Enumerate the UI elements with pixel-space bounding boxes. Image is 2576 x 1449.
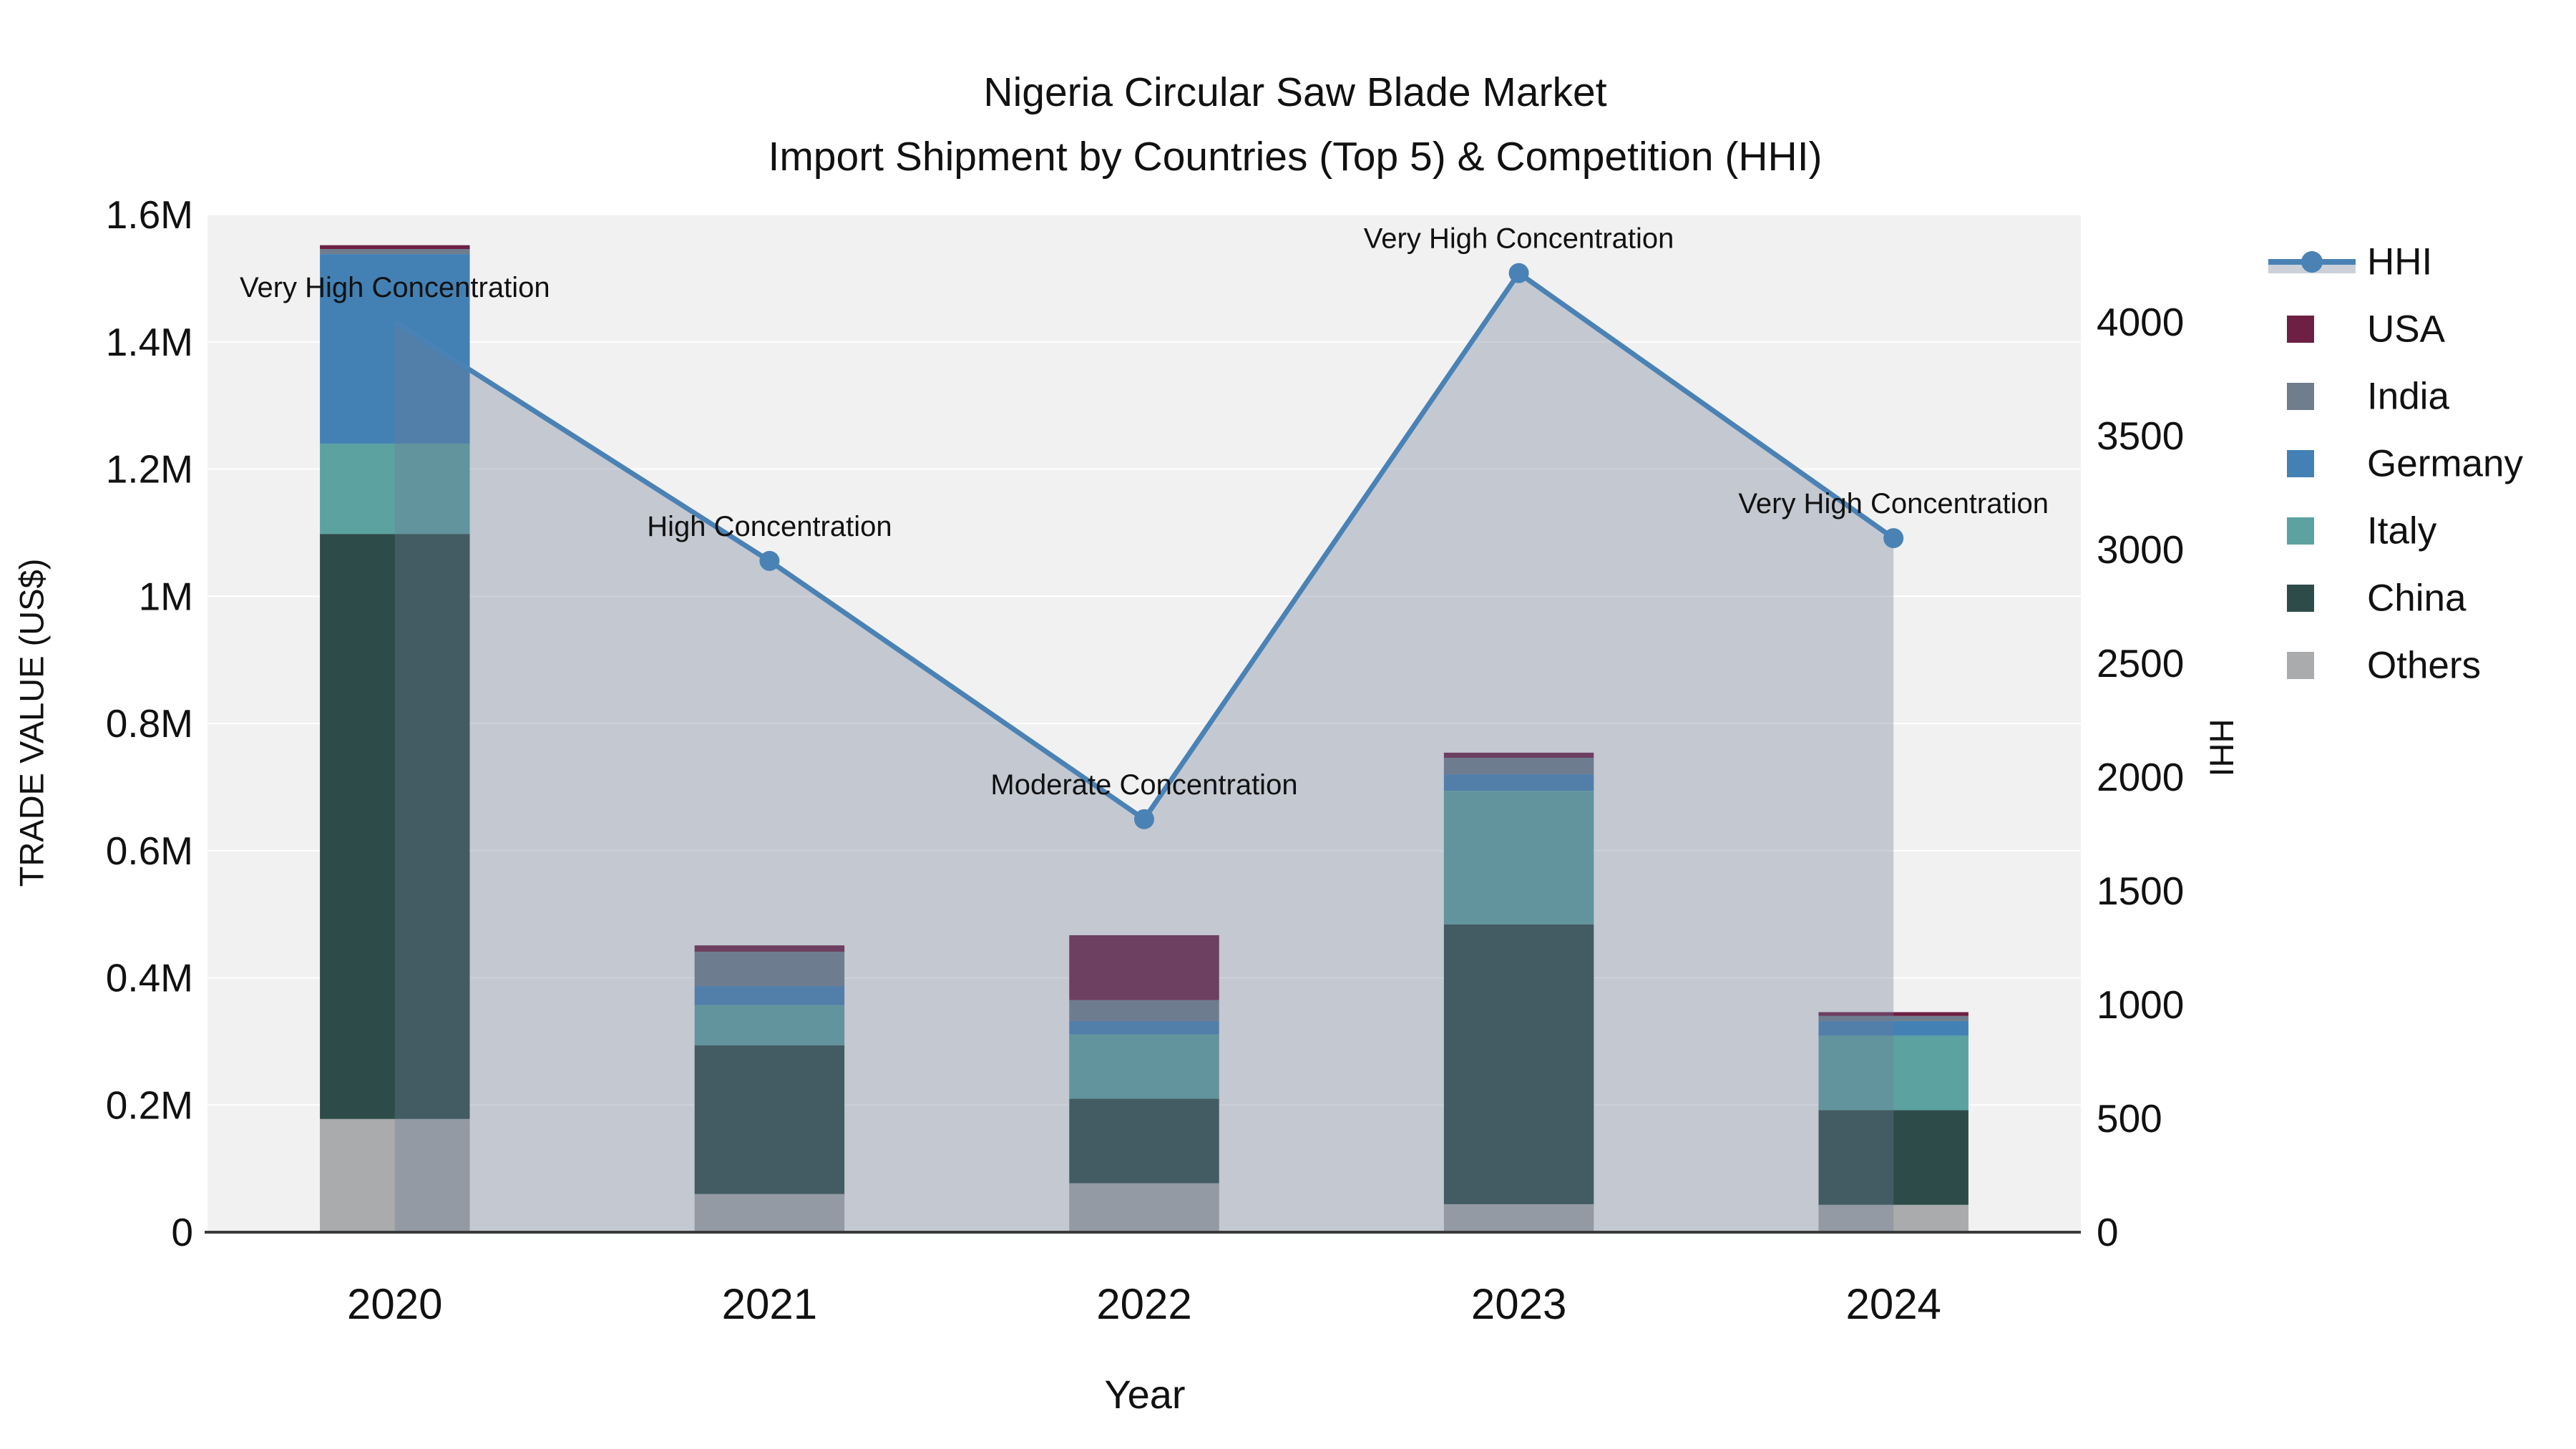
y-left-tick-label: 0.2M	[106, 1083, 193, 1127]
bar-segment-china-2020[interactable]	[320, 534, 470, 1119]
hhi-point-2022[interactable]	[1134, 809, 1154, 829]
y-right-tick-label: 3000	[2097, 527, 2184, 572]
chart-subtitle: Import Shipment by Countries (Top 5) & C…	[768, 134, 1823, 180]
legend-swatch-others	[2287, 652, 2314, 679]
legend-hhi-marker	[2301, 251, 2323, 273]
y-right-tick-label: 4000	[2097, 300, 2184, 344]
bar-segment-germany-2023[interactable]	[1443, 774, 1594, 791]
y-right-tick-label: 0	[2097, 1210, 2119, 1254]
bar-segment-italy-2020[interactable]	[320, 443, 470, 535]
legend-swatch-usa	[2287, 316, 2314, 343]
bar-segment-germany-2024[interactable]	[1818, 1020, 1968, 1036]
bar-segment-india-2022[interactable]	[1069, 1000, 1219, 1021]
bar-segment-india-2021[interactable]	[694, 952, 845, 987]
annotation-2022: Moderate Concentration	[990, 769, 1297, 801]
legend-label-germany: Germany	[2367, 443, 2523, 485]
annotation-2021: High Concentration	[647, 511, 892, 542]
legend-item-usa[interactable]: USA	[2287, 308, 2446, 351]
bar-segment-china-2021[interactable]	[694, 1045, 845, 1194]
bar-segment-india-2023[interactable]	[1443, 757, 1594, 775]
bar-segment-others-2023[interactable]	[1443, 1204, 1594, 1232]
bar-segment-germany-2020[interactable]	[320, 254, 470, 444]
legend-label-usa: USA	[2367, 308, 2446, 351]
legend-swatch-india	[2287, 383, 2314, 410]
legend-label-india: India	[2367, 376, 2449, 418]
bar-segment-china-2024[interactable]	[1818, 1110, 1968, 1205]
y-right-tick-label: 2500	[2097, 641, 2184, 686]
bar-segment-india-2024[interactable]	[1818, 1015, 1968, 1021]
legend-label-hhi: HHI	[2367, 241, 2432, 283]
y-left-tick-label: 1.4M	[106, 320, 193, 364]
y-left-tick-label: 0.8M	[106, 701, 193, 746]
bar-segment-others-2020[interactable]	[320, 1118, 470, 1232]
bar-segment-china-2023[interactable]	[1443, 924, 1594, 1204]
bar-segment-usa-2020[interactable]	[320, 245, 470, 249]
chart-title: Nigeria Circular Saw Blade Market	[983, 69, 1607, 115]
bar-segment-germany-2022[interactable]	[1069, 1020, 1219, 1035]
hhi-area-fill	[394, 273, 1894, 1232]
legend-item-germany[interactable]: Germany	[2287, 443, 2523, 485]
bar-segment-others-2021[interactable]	[694, 1194, 845, 1232]
y-left-tick-label: 0.4M	[106, 956, 193, 1000]
x-tick-label-2020: 2020	[347, 1280, 442, 1328]
legend-swatch-germany	[2287, 450, 2314, 477]
y-right-tick-label: 1500	[2097, 869, 2184, 913]
bar-segment-italy-2024[interactable]	[1818, 1035, 1968, 1111]
x-tick-label-2024: 2024	[1845, 1280, 1941, 1328]
x-tick-label-2021: 2021	[722, 1280, 817, 1328]
y-right-tick-label: 1000	[2097, 982, 2184, 1027]
legend-item-italy[interactable]: Italy	[2287, 510, 2437, 552]
legend-swatch-china	[2287, 585, 2314, 612]
y-left-tick-label: 0.6M	[106, 829, 193, 873]
bar-segment-usa-2024[interactable]	[1818, 1012, 1968, 1016]
y-right-tick-label: 3500	[2097, 414, 2184, 458]
bar-segment-others-2024[interactable]	[1818, 1204, 1968, 1232]
y-left-tick-label: 1.2M	[106, 447, 193, 492]
y-right-axis-title: HHI	[2202, 718, 2241, 777]
bar-segment-china-2022[interactable]	[1069, 1098, 1219, 1184]
legend-item-china[interactable]: China	[2287, 577, 2467, 620]
legend-swatch-italy	[2287, 517, 2314, 545]
y-left-tick-label: 1.6M	[106, 192, 193, 237]
y-left-tick-label: 1M	[139, 574, 193, 618]
hhi-point-2021[interactable]	[759, 550, 780, 571]
legend-item-hhi[interactable]: HHI	[2268, 241, 2432, 283]
bar-segment-italy-2022[interactable]	[1069, 1034, 1219, 1099]
bar-segment-germany-2021[interactable]	[694, 986, 845, 1005]
hhi-point-2023[interactable]	[1508, 263, 1529, 283]
bar-segment-others-2022[interactable]	[1069, 1183, 1219, 1232]
annotation-2024: Very High Concentration	[1738, 488, 2049, 519]
y-left-axis-title: TRADE VALUE (US$)	[12, 558, 51, 887]
hhi-point-2024[interactable]	[1883, 528, 1904, 549]
legend-label-china: China	[2367, 577, 2467, 620]
y-right-tick-label: 2000	[2097, 755, 2184, 799]
x-tick-label-2022: 2022	[1096, 1280, 1191, 1328]
bar-segment-italy-2023[interactable]	[1443, 791, 1594, 924]
x-tick-label-2023: 2023	[1471, 1280, 1566, 1328]
bar-segment-usa-2023[interactable]	[1443, 752, 1594, 758]
legend-item-others[interactable]: Others	[2287, 645, 2481, 687]
legend-label-italy: Italy	[2367, 510, 2437, 552]
annotation-2023: Very High Concentration	[1364, 223, 1674, 255]
y-left-tick-label: 0	[171, 1210, 193, 1254]
legend-item-india[interactable]: India	[2287, 376, 2449, 418]
x-axis-title: Year	[1104, 1372, 1186, 1417]
bar-segment-india-2020[interactable]	[320, 248, 470, 255]
bar-segment-usa-2021[interactable]	[694, 945, 845, 952]
bar-segment-usa-2022[interactable]	[1069, 935, 1219, 1000]
y-right-tick-label: 500	[2097, 1096, 2162, 1141]
bar-segment-italy-2021[interactable]	[694, 1005, 845, 1045]
legend-label-others: Others	[2367, 645, 2481, 687]
annotation-2020: Very High Concentration	[240, 272, 550, 303]
